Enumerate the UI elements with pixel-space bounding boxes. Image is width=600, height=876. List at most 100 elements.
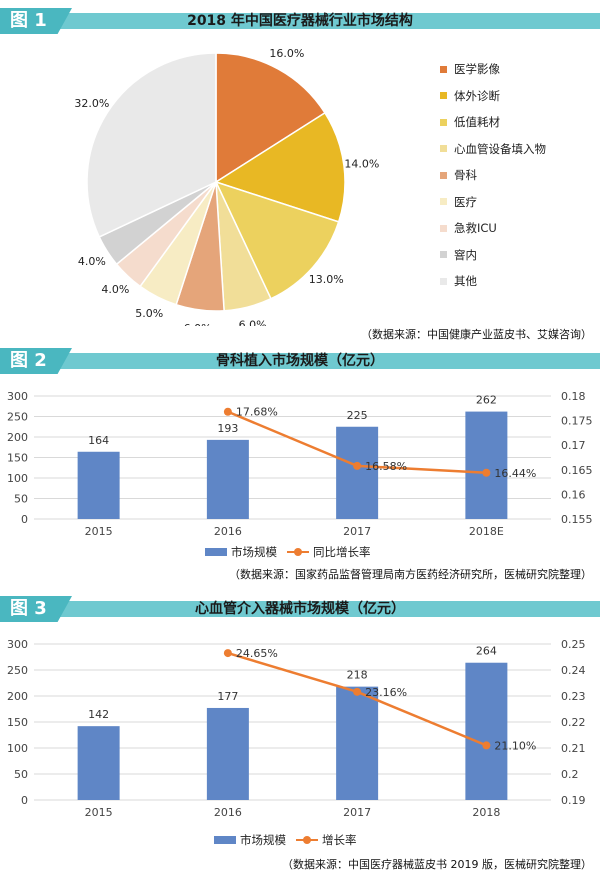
legend-label-1: 体外诊断 (454, 88, 500, 103)
legend-swatch-3 (440, 145, 447, 153)
fig3-legend-bar-swatch (214, 836, 236, 844)
legend-item-2: 低值耗材 (440, 109, 546, 136)
fig2-legend: 市场规模 同比增长率 (205, 544, 371, 560)
fig2-line-label-2: 16.58% (365, 460, 407, 473)
fig3-legend-line-swatch (296, 836, 318, 844)
legend-item-7: 窨内 (440, 242, 546, 269)
fig2-y2-tick-1: 0.16 (561, 488, 586, 501)
fig2-y-tick-5: 250 (7, 411, 28, 424)
legend-label-6: 急救ICU (454, 221, 497, 236)
fig3-title-bar: 图 3 心血管介入器械市场规模（亿元） (0, 596, 600, 622)
fig3-y-tick-4: 200 (7, 690, 28, 703)
fig2-source: （数据来源：国家药品监督管理局南方医药经济研究所，医械研究院整理） (229, 568, 592, 581)
pie-slice-label-5: 5.0% (135, 307, 163, 320)
fig1-title-strip (0, 13, 600, 29)
fig1-source: （数据来源：中国健康产业蓝皮书、艾媒咨询） (361, 328, 592, 341)
fig3-bar-3 (465, 662, 508, 800)
fig3-bar-2 (336, 686, 379, 800)
fig2-y-tick-0: 0 (21, 513, 28, 526)
fig3-line-label-2: 23.16% (365, 686, 407, 699)
fig2-x-tick-2: 2017 (343, 525, 371, 538)
legend-label-4: 骨科 (454, 168, 477, 183)
fig2-y-tick-1: 50 (14, 493, 28, 506)
fig3-bar-label-3: 264 (476, 645, 497, 658)
pie-slice-1 (214, 111, 346, 223)
fig1-pie-chart: 16.0% 14.0% 13.0% 6.0% 6.0% 5.0% 4.0% 4.0% 32.0% (74, 47, 379, 326)
fig3-legend: 市场规模 增长率 (214, 832, 357, 848)
fig3-x-tick-3: 2018 (472, 806, 500, 819)
pie-slice-label-0: 16.0% (269, 47, 304, 60)
fig2-legend-line-swatch (287, 548, 309, 556)
pie-slice-8 (86, 52, 217, 238)
pie-slice-label-8: 32.0% (74, 97, 109, 110)
fig2-x-tick-3: 2018E (469, 525, 504, 538)
fig3-y-tick-5: 250 (7, 664, 28, 677)
fig2-bar-label-0: 164 (88, 434, 109, 447)
pie-slice-label-6: 4.0% (101, 283, 129, 296)
fig3-line-label-3: 21.10% (494, 739, 536, 752)
fig2-y2-tick-5: 0.18 (561, 390, 586, 403)
fig2-y-tick-2: 100 (7, 472, 28, 485)
fig3-title-strip (0, 601, 600, 617)
legend-item-4: 骨科 (440, 162, 546, 189)
fig3-bar-label-2: 218 (347, 669, 368, 682)
fig2-y2-tick-3: 0.17 (561, 439, 586, 452)
fig3-bar-0 (77, 726, 120, 800)
fig2-bar-label-1: 193 (217, 422, 238, 435)
fig2-title-strip (0, 353, 600, 369)
fig2-x-tick-0: 2015 (85, 525, 113, 538)
fig2-legend-bar-label: 市场规模 (231, 545, 277, 559)
legend-swatch-6 (440, 224, 447, 232)
legend-item-8: 其他 (440, 268, 546, 295)
legend-label-7: 窨内 (454, 247, 477, 262)
fig3-y2-tick-5: 0.24 (561, 664, 586, 677)
fig3-y2-tick-2: 0.21 (561, 742, 586, 755)
fig2-legend-bar-swatch (205, 548, 227, 556)
fig2-y2-tick-4: 0.175 (561, 415, 593, 428)
fig3-y-tick-6: 300 (7, 638, 28, 651)
fig2-combo-chart: 0 50 100 150 200 250 300 0.155 0.16 0.165 0.17 0.17… (7, 390, 593, 538)
legend-swatch-5 (440, 198, 447, 206)
legend-swatch-2 (440, 118, 447, 126)
fig3-line-label-1: 24.65% (236, 647, 278, 660)
legend-swatch-1 (440, 92, 447, 100)
fig2-badge: 图 2 (0, 348, 72, 374)
fig3-y2-tick-0: 0.19 (561, 794, 586, 807)
fig3-legend-line-label: 增长率 (322, 833, 357, 847)
fig3-y2-tick-1: 0.2 (561, 768, 579, 781)
legend-swatch-7 (440, 251, 447, 259)
fig2-line-point-2 (353, 461, 362, 470)
fig2-y-tick-4: 200 (7, 431, 28, 444)
fig3-combo-chart: 0 50 100 150 200 250 300 0.19 0.2 0.21 0.22 0.23 0.2… (7, 638, 586, 819)
fig2-line-point-1 (223, 407, 232, 416)
fig2-line-point-3 (482, 468, 491, 477)
fig3-bar-1 (206, 707, 249, 800)
legend-label-2: 低值耗材 (454, 115, 500, 130)
fig3-x-tick-1: 2016 (214, 806, 242, 819)
fig2-bar-2 (336, 426, 379, 519)
fig2-line-label-3: 16.44% (494, 467, 536, 480)
fig1-title: 2018 年中国医疗器械行业市场结构 (187, 13, 413, 29)
pie-slice-label-4: 6.0% (184, 322, 212, 326)
fig2-y-tick-6: 300 (7, 390, 28, 403)
fig2-legend-line-label: 同比增长率 (313, 545, 371, 559)
fig2-y-tick-3: 150 (7, 452, 28, 465)
fig2-bar-label-2: 225 (347, 409, 368, 422)
pie-slice-label-7: 4.0% (78, 255, 106, 268)
fig2-bar-1 (206, 439, 249, 519)
fig3-title: 心血管介入器械市场规模（亿元） (195, 601, 405, 617)
fig3-x-tick-2: 2017 (343, 806, 371, 819)
fig2-title-bar: 图 2 骨科植入市场规模（亿元） (0, 348, 600, 374)
fig3-y-tick-2: 100 (7, 742, 28, 755)
fig2-y2-tick-2: 0.165 (561, 464, 593, 477)
pie-slice-label-1: 14.0% (344, 158, 379, 171)
fig2-bar-3 (465, 411, 508, 519)
legend-label-8: 其他 (454, 274, 477, 289)
legend-item-6: 急救ICU (440, 215, 546, 242)
fig2-y2-tick-0: 0.155 (561, 513, 593, 526)
pie-slice-0 (215, 52, 326, 184)
fig3-y-tick-3: 150 (7, 716, 28, 729)
legend-label-5: 医疗 (454, 194, 477, 209)
legend-swatch-8 (440, 277, 447, 285)
fig2-line-label-1: 17.68% (236, 406, 278, 419)
